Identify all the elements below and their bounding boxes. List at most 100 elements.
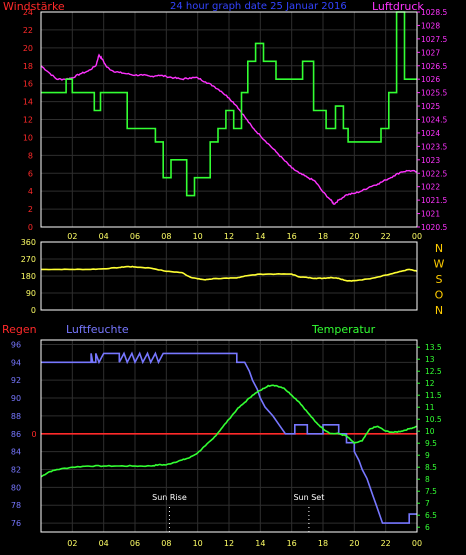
compass-label: W bbox=[434, 258, 445, 271]
pressure-tick-label: 1023.5 bbox=[421, 142, 447, 151]
humidity-axis-title: Luftfeuchte bbox=[66, 323, 129, 336]
humidity-tick-label: 88 bbox=[11, 412, 21, 421]
wind-tick-label: 16 bbox=[23, 80, 33, 89]
sun-annotations: Sun Rise Sun Set bbox=[152, 493, 324, 532]
wind-tick-label: 4 bbox=[28, 187, 33, 196]
humidity-tick-label: 92 bbox=[11, 376, 21, 385]
wind-tick-label: 14 bbox=[23, 98, 33, 107]
humidity-tick-label: 94 bbox=[11, 358, 21, 367]
humidity-line bbox=[41, 351, 417, 524]
wind-direction-ticks: 0 90 180 270 360 bbox=[21, 238, 36, 315]
x-tick-label: 10 bbox=[193, 539, 203, 548]
x-tick-label: 04 bbox=[99, 232, 109, 241]
pressure-tick-label: 1026.5 bbox=[421, 62, 447, 71]
x-tick-label: 22 bbox=[381, 539, 391, 548]
temperature-tick-label: 6 bbox=[425, 523, 430, 532]
temperature-tick-label: 8.5 bbox=[425, 463, 437, 472]
pressure-tick-label: 1025 bbox=[421, 102, 440, 111]
temperature-tick-label: 6.5 bbox=[425, 511, 437, 520]
humidity-temperature-ticks: 76 78 80 82 84 86 88 90 92 94 96 6 6.5 7 7.5 8 8.5 9 9.5 10… bbox=[11, 340, 442, 548]
compass-label: N bbox=[435, 304, 443, 317]
temperature-axis-title: Temperatur bbox=[311, 323, 376, 336]
temperature-tick-label: 8 bbox=[425, 475, 430, 484]
wind-tick-label: 18 bbox=[23, 62, 33, 71]
x-tick-label: 18 bbox=[318, 539, 328, 548]
rain-axis-title: Regen bbox=[2, 323, 37, 336]
direction-tick-label: 270 bbox=[21, 255, 36, 264]
wind-axis-title: Windstärke bbox=[3, 0, 65, 13]
pressure-tick-label: 1027.5 bbox=[421, 35, 447, 44]
x-tick-label: 02 bbox=[67, 232, 77, 241]
x-tick-label: 00 bbox=[412, 232, 422, 241]
compass-label: O bbox=[435, 289, 444, 302]
temperature-tick-label: 10 bbox=[425, 427, 435, 436]
x-tick-label: 12 bbox=[224, 539, 234, 548]
direction-tick-label: 180 bbox=[21, 272, 36, 281]
humidity-tick-label: 96 bbox=[11, 340, 21, 349]
humidity-tick-label: 90 bbox=[11, 394, 21, 403]
humidity-temperature-panel: Sun Rise Sun Set 767880828486889092949666… bbox=[2, 323, 442, 548]
wind-tick-label: 20 bbox=[23, 44, 33, 53]
x-tick-label: 14 bbox=[255, 539, 265, 548]
temperature-tick-label: 12 bbox=[425, 379, 435, 388]
pressure-tick-label: 1021 bbox=[421, 210, 440, 219]
temperature-line bbox=[40, 384, 418, 478]
temperature-tick-label: 7.5 bbox=[425, 487, 437, 496]
temperature-tick-label: 11.5 bbox=[425, 391, 442, 400]
rain-tick-label: 0 bbox=[31, 430, 36, 439]
temperature-tick-label: 10.5 bbox=[425, 415, 442, 424]
pressure-tick-label: 1028.5 bbox=[421, 8, 447, 17]
pressure-tick-label: 1021.5 bbox=[421, 196, 447, 205]
temperature-tick-label: 12.5 bbox=[425, 367, 442, 376]
pressure-tick-label: 1022.5 bbox=[421, 169, 447, 178]
pressure-tick-label: 1024 bbox=[421, 129, 440, 138]
pressure-tick-label: 1027 bbox=[421, 48, 440, 57]
chart-title: 24 hour graph date 25 Januar 2016 bbox=[170, 1, 347, 12]
wind-direction-series bbox=[41, 265, 418, 282]
temperature-tick-label: 13 bbox=[425, 355, 435, 364]
wind-tick-label: 24 bbox=[23, 8, 33, 17]
compass-label: N bbox=[435, 242, 443, 255]
x-tick-label: 10 bbox=[193, 232, 203, 241]
wind-speed-line bbox=[41, 11, 417, 197]
wind-direction-line bbox=[41, 265, 418, 282]
humidity-tick-label: 82 bbox=[11, 465, 21, 474]
x-tick-label: 06 bbox=[130, 232, 140, 241]
wind-tick-label: 0 bbox=[28, 223, 33, 232]
wind-tick-label: 6 bbox=[28, 169, 33, 178]
x-tick-label: 02 bbox=[67, 539, 77, 548]
direction-tick-label: 0 bbox=[31, 306, 36, 315]
x-tick-label: 22 bbox=[381, 232, 391, 241]
compass-label: S bbox=[436, 273, 443, 286]
pressure-tick-label: 1024.5 bbox=[421, 116, 447, 125]
x-tick-label: 06 bbox=[130, 539, 140, 548]
temperature-tick-label: 9.5 bbox=[425, 439, 437, 448]
wind-pressure-series bbox=[40, 11, 417, 205]
wind-tick-label: 10 bbox=[23, 133, 33, 142]
sun-marker-label: Sun Set bbox=[293, 493, 324, 502]
x-tick-label: 16 bbox=[287, 539, 297, 548]
wind-direction-frame bbox=[40, 241, 418, 311]
x-tick-label: 20 bbox=[349, 232, 359, 241]
humidity-tick-label: 86 bbox=[11, 430, 21, 439]
pressure-tick-label: 1026 bbox=[421, 75, 440, 84]
wind-tick-label: 8 bbox=[28, 151, 33, 160]
wind-tick-label: 22 bbox=[23, 26, 33, 35]
x-tick-label: 12 bbox=[224, 232, 234, 241]
pressure-tick-label: 1025.5 bbox=[421, 89, 447, 98]
humidity-tick-label: 76 bbox=[11, 519, 21, 528]
temperature-tick-label: 9 bbox=[425, 451, 430, 460]
x-tick-label: 04 bbox=[99, 539, 109, 548]
humidity-tick-label: 80 bbox=[11, 483, 21, 492]
temperature-tick-label: 13.5 bbox=[425, 343, 442, 352]
wind-pressure-ticks: 0246810121416182022241020.510211021.5102… bbox=[23, 8, 448, 241]
pressure-tick-label: 1028 bbox=[421, 21, 440, 30]
sun-marker-label: Sun Rise bbox=[152, 493, 187, 502]
humidity-temperature-series bbox=[40, 351, 418, 524]
pressure-tick-label: 1020.5 bbox=[421, 223, 447, 232]
temperature-tick-label: 11 bbox=[425, 403, 435, 412]
pressure-axis-title: Luftdruck bbox=[372, 0, 424, 13]
x-tick-label: 14 bbox=[255, 232, 265, 241]
x-tick-label: 16 bbox=[287, 232, 297, 241]
